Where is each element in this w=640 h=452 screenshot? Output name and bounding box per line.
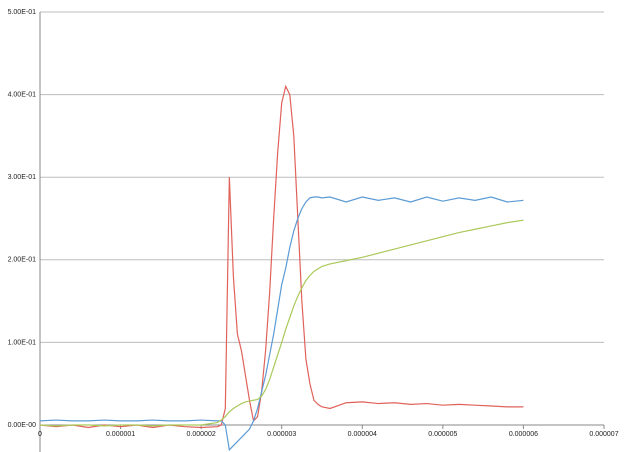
y-tick-label: 3.00E-01 [8,174,37,181]
x-tick-label: 0.000002 [187,431,216,438]
x-tick-label: 0.000001 [106,431,135,438]
x-tick-label: 0 [38,431,42,438]
y-tick-label: 2.00E-01 [8,257,37,264]
x-tick-label: 0.000007 [589,431,618,438]
series-line [39,196,524,452]
y-tick-label: 1.00E-01 [8,339,37,346]
y-tick-label: 4.00E-01 [8,91,37,98]
series-line [39,84,524,429]
x-tick-label: 0.000004 [348,431,377,438]
x-tick-label: 0.000006 [509,431,538,438]
x-tick-label: 0.000003 [267,431,296,438]
y-tick-label: 0.00E-00 [8,422,37,429]
y-tick-label: 5.00E-01 [8,9,37,16]
x-tick-label: 0.000005 [428,431,457,438]
series-line [39,219,524,427]
